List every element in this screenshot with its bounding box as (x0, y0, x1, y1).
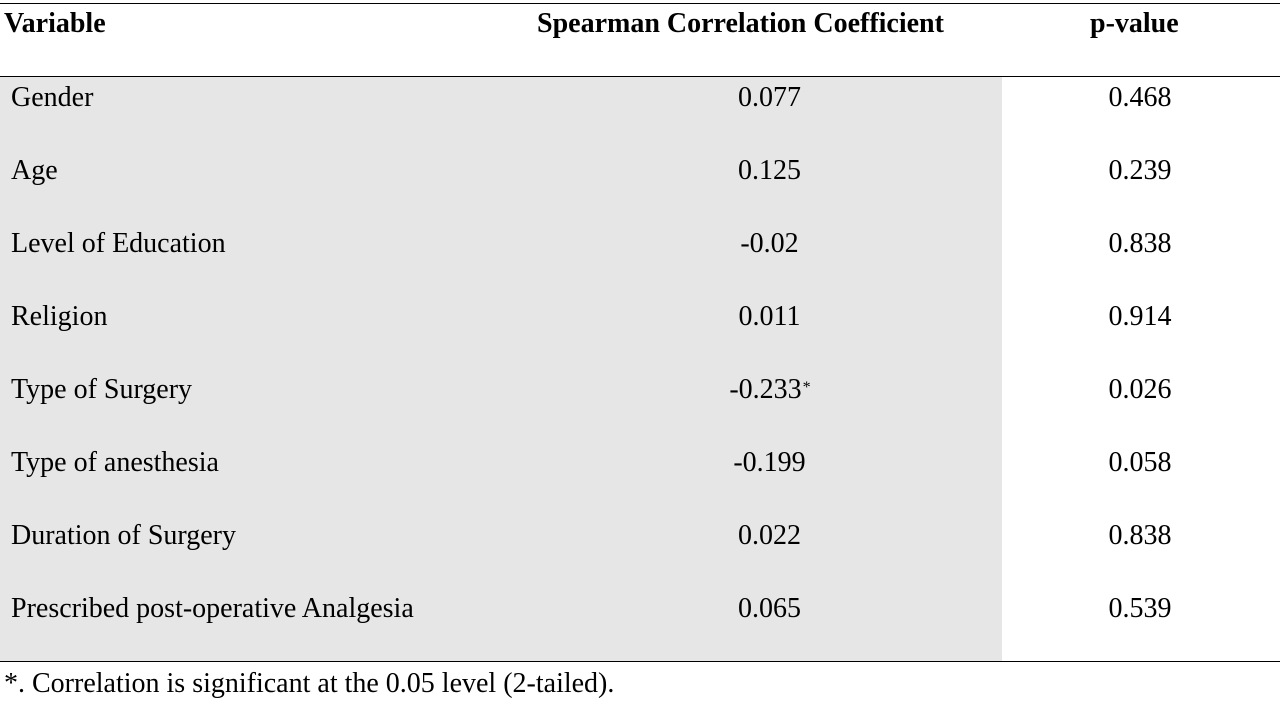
header-spearman-coefficient: Spearman Correlation Coefficient (537, 8, 944, 39)
cell-p-value: 0.838 (1108, 228, 1172, 259)
table-row: Type of Surgery -0.233* 0.026 (0, 369, 1280, 442)
header-variable: Variable (4, 8, 106, 39)
top-rule (0, 3, 1280, 4)
table-row: Gender 0.077 0.468 (0, 77, 1280, 150)
cell-p-value: 0.239 (1108, 155, 1172, 186)
cell-variable: Age (11, 155, 58, 186)
cell-p-value: 0.539 (1108, 593, 1172, 624)
significance-marker: * (802, 379, 811, 396)
table-row: Religion 0.011 0.914 (0, 296, 1280, 369)
cell-coefficient: 0.011 (738, 301, 801, 332)
footnote: *. Correlation is significant at the 0.0… (4, 668, 615, 699)
header-p-value: p-value (1090, 8, 1179, 39)
table-row: Type of anesthesia -0.199 0.058 (0, 442, 1280, 515)
shaded-columns-background (0, 77, 1002, 661)
cell-variable: Type of Surgery (11, 374, 193, 405)
cell-coefficient: 0.065 (738, 593, 801, 624)
cell-variable: Religion (11, 301, 108, 332)
cell-coefficient: -0.233* (729, 374, 811, 405)
header-rule (0, 76, 1280, 77)
cell-coefficient: 0.022 (738, 520, 801, 551)
table-row: Level of Education -0.02 0.838 (0, 223, 1280, 296)
cell-variable: Prescribed post-operative Analgesia (11, 593, 414, 624)
table-body: Gender 0.077 0.468 Age 0.125 0.239 Level… (0, 77, 1280, 661)
cell-p-value: 0.468 (1108, 82, 1172, 113)
cell-p-value: 0.914 (1108, 301, 1172, 332)
table-row: Duration of Surgery 0.022 0.838 (0, 515, 1280, 588)
table-row: Prescribed post-operative Analgesia 0.06… (0, 588, 1280, 661)
bottom-rule (0, 661, 1280, 662)
cell-variable: Gender (11, 82, 94, 113)
cell-p-value: 0.058 (1108, 447, 1172, 478)
cell-variable: Type of anesthesia (11, 447, 219, 478)
cell-variable: Level of Education (11, 228, 226, 259)
cell-coefficient: -0.199 (733, 447, 806, 478)
cell-coefficient: -0.02 (740, 228, 799, 259)
cell-variable: Duration of Surgery (11, 520, 236, 551)
cell-p-value: 0.838 (1108, 520, 1172, 551)
cell-p-value: 0.026 (1108, 374, 1172, 405)
table-row: Age 0.125 0.239 (0, 150, 1280, 223)
cell-coefficient: 0.077 (738, 82, 801, 113)
cell-coefficient: 0.125 (738, 155, 801, 186)
